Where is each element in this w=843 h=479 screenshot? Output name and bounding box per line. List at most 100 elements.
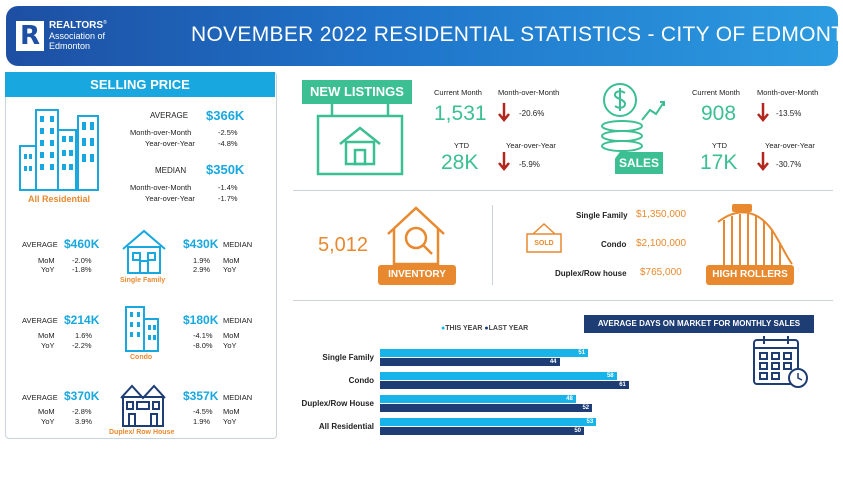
sales-ytd-label: YTD bbox=[712, 141, 727, 150]
condo-avg-yoy-value: -2.2% bbox=[72, 341, 92, 350]
sf-med-mom-value: 1.9% bbox=[193, 256, 211, 265]
inventory-tag: INVENTORY bbox=[378, 265, 456, 285]
bar-this-year: 48 bbox=[380, 395, 576, 403]
median-label: MEDIAN bbox=[155, 166, 187, 175]
sales-current-label: Current Month bbox=[692, 88, 740, 97]
condo-med-mom-value: -4.1% bbox=[193, 331, 213, 340]
bar-value-label: 48 bbox=[566, 396, 573, 402]
logo-brand: REALTORS bbox=[49, 20, 104, 31]
condo-average-label: AVERAGE bbox=[22, 316, 58, 325]
bar-this-year: 53 bbox=[380, 418, 597, 426]
hr-condo-label: Condo bbox=[601, 240, 627, 249]
new-listings-tag: NEW LISTINGS bbox=[302, 80, 412, 104]
bar-this-year: 58 bbox=[380, 372, 617, 380]
duplex-med-yoy-value: 1.9% bbox=[193, 417, 211, 426]
condo-med-mom-label: MoM bbox=[223, 331, 240, 340]
high-rollers-tag: HIGH ROLLERS bbox=[706, 265, 794, 285]
legend-this-year-dot: ● bbox=[441, 325, 446, 332]
sales-yoy-value: -30.7% bbox=[776, 160, 802, 169]
bar-value-label: 44 bbox=[549, 359, 557, 365]
realtor-r-icon: R bbox=[16, 21, 44, 51]
sf-avg-yoy-label: YoY bbox=[41, 265, 55, 274]
nl-current-label: Current Month bbox=[434, 88, 482, 97]
sales-current-value: 908 bbox=[701, 102, 737, 125]
realtors-logo[interactable]: R REALTORS® Association of Edmonton bbox=[16, 15, 110, 59]
sf-avg-mom-label: MoM bbox=[38, 256, 55, 265]
bar-category-label: Single Family bbox=[322, 353, 374, 362]
average-yoy-label: Year-over-Year bbox=[145, 139, 195, 148]
section-divider-top bbox=[293, 190, 833, 191]
duplex-avg-yoy-label: YoY bbox=[41, 417, 55, 426]
duplex-avg-yoy-value: 3.9% bbox=[75, 417, 93, 426]
bar-value-label: 53 bbox=[586, 419, 594, 425]
hr-single-family-value: $1,350,000 bbox=[636, 209, 687, 220]
sf-avg-mom-value: -2.0% bbox=[72, 256, 92, 265]
bar-value-label: 52 bbox=[582, 405, 590, 411]
sf-med-yoy-value: 2.9% bbox=[193, 265, 211, 274]
logo-line3: Edmonton bbox=[49, 41, 91, 51]
hr-duplex-value: $765,000 bbox=[640, 267, 682, 278]
average-mom-label: Month-over-Month bbox=[130, 128, 192, 137]
all-residential-buildings-icon bbox=[19, 109, 99, 191]
all-residential-label: All Residential bbox=[28, 194, 91, 204]
sold-sign-text: SOLD bbox=[534, 240, 554, 247]
logo-text: REALTORS® Association of Edmonton bbox=[49, 20, 107, 51]
selling-price-banner: SELLING PRICE bbox=[5, 72, 275, 97]
average-mom-value: -2.5% bbox=[218, 128, 238, 137]
duplex-average-value: $370K bbox=[64, 389, 100, 403]
condo-avg-mom-value: 1.6% bbox=[75, 331, 93, 340]
bar-value-label: 51 bbox=[578, 350, 586, 356]
median-value: $350K bbox=[206, 162, 245, 177]
nl-yoy-value: -5.9% bbox=[519, 160, 540, 169]
sf-average-label: AVERAGE bbox=[22, 240, 58, 249]
duplex-avg-mom-label: MoM bbox=[38, 407, 55, 416]
condo-med-yoy-label: YoY bbox=[223, 341, 237, 350]
bar-this-year: 51 bbox=[380, 349, 589, 357]
duplex-avg-mom-value: -2.8% bbox=[72, 407, 92, 416]
nl-mom-label: Month-over-Month bbox=[498, 88, 560, 97]
duplex-row-house-icon bbox=[120, 384, 166, 427]
median-yoy-label: Year-over-Year bbox=[145, 194, 195, 203]
calendar-clock-icon bbox=[753, 336, 808, 388]
bar-category-label: Condo bbox=[348, 376, 374, 385]
single-family-label: Single Family bbox=[120, 277, 166, 284]
single-family-house-icon bbox=[122, 229, 166, 274]
sales-mom-down-arrow-icon bbox=[757, 103, 769, 122]
bar-value-label: 58 bbox=[606, 373, 614, 379]
sold-sign-icon bbox=[526, 222, 562, 253]
bar-value-label: 61 bbox=[619, 382, 626, 388]
sf-avg-yoy-value: -1.8% bbox=[72, 265, 92, 274]
legend-last-year-label: LAST YEAR bbox=[488, 325, 529, 332]
nl-mom-value: -20.6% bbox=[519, 109, 545, 118]
inventory-value: 5,012 bbox=[318, 234, 369, 256]
days-on-market-chart: Single Family 51 44 Condo 58 61 Duplex/Row Hou… bbox=[264, 345, 664, 441]
average-value: $366K bbox=[206, 108, 245, 123]
duplex-median-value: $357K bbox=[183, 389, 219, 403]
sales-money-icon bbox=[601, 83, 665, 152]
median-mom-value: -1.4% bbox=[218, 183, 238, 192]
median-mom-label: Month-over-Month bbox=[130, 183, 192, 192]
page-title: NOVEMBER 2022 RESIDENTIAL STATISTICS - C… bbox=[191, 23, 838, 46]
condo-median-value: $180K bbox=[183, 313, 219, 327]
condo-building-icon bbox=[125, 306, 159, 352]
sf-med-mom-label: MoM bbox=[223, 256, 240, 265]
nl-ytd-value: 28K bbox=[441, 151, 479, 174]
sales-mom-value: -13.5% bbox=[776, 109, 802, 118]
bar-last-year: 61 bbox=[380, 381, 629, 389]
bar-last-year: 44 bbox=[380, 358, 560, 366]
sales-yoy-label: Year-over-Year bbox=[765, 141, 815, 150]
sales-tag: SALES bbox=[615, 152, 663, 174]
duplex-med-mom-label: MoM bbox=[223, 407, 240, 416]
condo-avg-mom-label: MoM bbox=[38, 331, 55, 340]
bar-category-label: All Residential bbox=[318, 422, 374, 431]
chart-legend: ●THIS YEAR ●LAST YEAR bbox=[441, 325, 528, 332]
sales-yoy-down-arrow-icon bbox=[757, 152, 769, 171]
section-divider-vertical bbox=[492, 205, 493, 285]
nl-current-value: 1,531 bbox=[434, 102, 487, 125]
condo-avg-yoy-label: YoY bbox=[41, 341, 55, 350]
duplex-average-label: AVERAGE bbox=[22, 393, 58, 402]
nl-mom-down-arrow-icon bbox=[498, 103, 510, 122]
bar-category-label: Duplex/Row House bbox=[301, 399, 374, 408]
nl-ytd-label: YTD bbox=[454, 141, 469, 150]
duplex-median-label: MEDIAN bbox=[223, 393, 253, 402]
